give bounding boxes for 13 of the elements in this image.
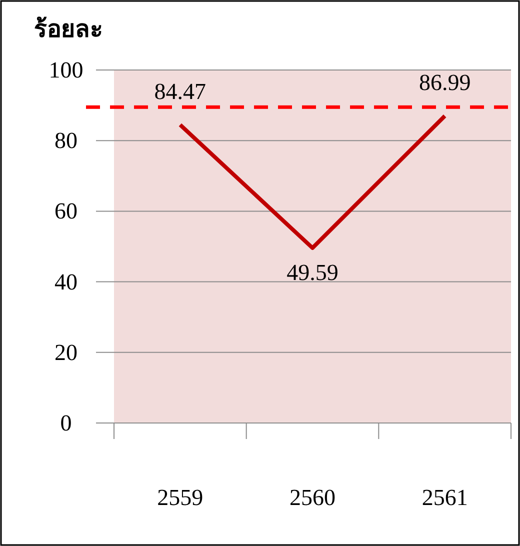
y-axis-title: ร้อยละ [34, 15, 103, 43]
x-tick-label: 2559 [157, 485, 204, 510]
x-tick-label: 2560 [290, 485, 336, 510]
y-tick-label: 0 [60, 410, 72, 436]
y-tick-label: 20 [54, 340, 78, 365]
x-tick-label: 2561 [422, 485, 468, 510]
y-tick-label: 40 [54, 269, 78, 294]
data-label: 84.47 [154, 78, 206, 104]
y-tick-label: 80 [54, 128, 78, 154]
data-label: 86.99 [418, 70, 471, 95]
y-tick-label: 100 [48, 58, 84, 82]
data-label: 49.59 [286, 260, 338, 285]
y-tick-label: 60 [54, 198, 78, 224]
